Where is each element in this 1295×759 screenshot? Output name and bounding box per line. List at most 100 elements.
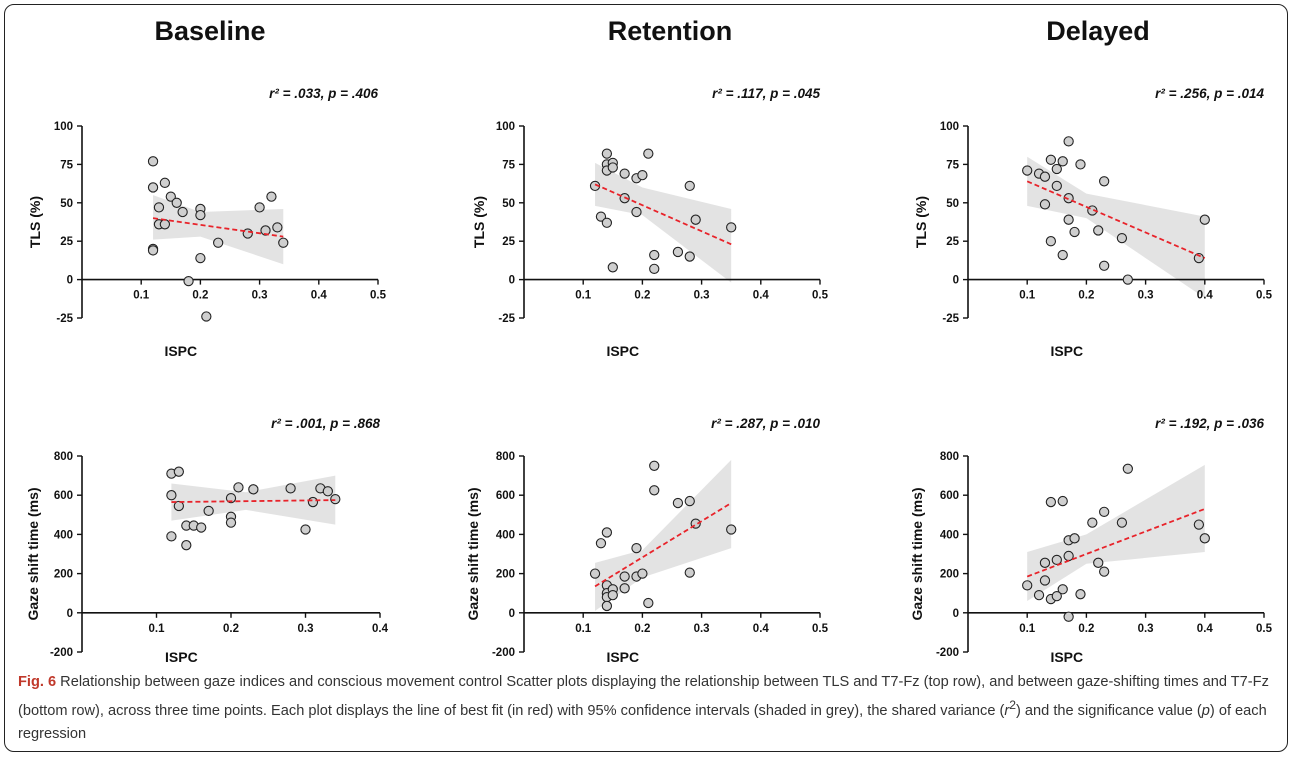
x-axis-label: ISPC — [606, 343, 639, 359]
data-point — [684, 180, 695, 192]
x-axis-label: ISPC — [164, 343, 197, 359]
x-tick-label: 0.5 — [370, 290, 387, 302]
y-tick-label: 200 — [496, 569, 515, 581]
data-point — [684, 567, 695, 578]
data-point — [166, 531, 177, 542]
data-point — [153, 202, 165, 213]
data-point — [195, 209, 206, 221]
y-tick-label: 0 — [67, 608, 73, 620]
ci-band — [1027, 156, 1205, 299]
y-tick-label: -200 — [492, 647, 515, 659]
y-tick-label: -200 — [50, 647, 73, 659]
y-tick-label: 75 — [60, 159, 73, 171]
data-point — [183, 275, 194, 287]
data-point — [1063, 136, 1074, 147]
data-point — [607, 262, 618, 273]
data-point — [181, 540, 192, 551]
data-point — [147, 156, 159, 167]
x-tick-label: 0.4 — [372, 623, 389, 635]
fit-line — [1026, 180, 1206, 259]
data-point — [225, 517, 237, 528]
data-point — [1039, 171, 1051, 182]
data-point — [260, 225, 271, 236]
x-tick-label: 0.1 — [575, 623, 592, 635]
data-point — [177, 206, 188, 218]
figure-label: Fig. 6 — [18, 674, 57, 690]
data-point — [159, 177, 171, 188]
data-point — [1057, 249, 1068, 261]
data-point — [589, 568, 601, 579]
data-point — [1051, 554, 1062, 566]
data-point — [147, 245, 159, 256]
data-point — [607, 590, 618, 601]
x-tick-label: 0.1 — [133, 290, 150, 302]
data-point — [601, 148, 613, 159]
data-point — [1093, 557, 1104, 568]
y-tick-label: 200 — [940, 569, 959, 581]
x-tick-label: 0.2 — [192, 290, 208, 302]
data-point — [1099, 176, 1110, 187]
x-tick-label: 0.5 — [1256, 290, 1273, 302]
data-point — [601, 527, 613, 538]
stat-label: r² = .287, p = .010 — [711, 416, 820, 431]
data-point — [672, 246, 684, 258]
data-point — [619, 168, 630, 179]
caption-r-symbol: r — [1004, 702, 1010, 719]
stat-label: r² = .256, p = .014 — [1155, 86, 1264, 101]
x-tick-label: 0.5 — [812, 623, 829, 635]
fit-line — [594, 502, 732, 588]
data-point — [1039, 575, 1051, 586]
fit-line — [594, 183, 732, 246]
scatter-panel-2: -25 0 25 50 75 100 0.1 0.2 0.3 0.4 0.5 r² = .117, p… — [471, 86, 829, 359]
scatter-panel-1: -25 0 25 50 75 100 0.1 0.2 0.3 0.4 0.5 r² = .033, p… — [27, 86, 387, 359]
data-point — [1022, 165, 1033, 176]
data-point — [726, 222, 737, 233]
data-point — [1057, 156, 1068, 167]
data-point — [307, 496, 319, 508]
stat-label: r² = .033, p = .406 — [269, 86, 378, 101]
data-point — [233, 482, 244, 493]
x-tick-label: 0.1 — [1019, 290, 1036, 302]
y-tick-label: 0 — [67, 275, 73, 287]
y-tick-label: 0 — [953, 275, 959, 287]
x-tick-label: 0.3 — [694, 290, 710, 302]
data-point — [195, 252, 206, 264]
data-point — [649, 263, 660, 274]
x-tick-label: 0.2 — [634, 290, 650, 302]
data-point — [1033, 590, 1045, 601]
y-axis-label: TLS (%) — [27, 196, 43, 248]
x-tick-label: 0.1 — [575, 290, 592, 302]
data-point — [1075, 589, 1086, 600]
data-point — [1087, 517, 1098, 528]
data-point — [147, 182, 159, 193]
scatter-panel-5: -200 0 200 400 600 800 0.1 0.2 0.3 0.4 0.5 r² = .28… — [465, 416, 829, 665]
data-point — [684, 251, 695, 262]
data-point — [637, 170, 648, 181]
fit-line — [152, 217, 284, 238]
x-axis-label: ISPC — [1050, 343, 1083, 359]
caption-text-1: Relationship between gaze indices and co… — [18, 674, 1269, 719]
data-point — [1045, 496, 1057, 508]
fit-line — [171, 499, 336, 503]
y-tick-label: 800 — [940, 451, 959, 463]
data-point — [1045, 236, 1057, 247]
x-tick-label: 0.5 — [812, 290, 829, 302]
y-tick-label: 400 — [54, 529, 73, 541]
data-point — [285, 483, 296, 494]
data-point — [203, 505, 214, 517]
data-point — [213, 237, 224, 248]
x-axis-label: ISPC — [606, 649, 639, 665]
data-point — [266, 191, 277, 202]
data-point — [1063, 611, 1074, 622]
ci-band — [595, 162, 732, 283]
y-tick-label: 200 — [54, 569, 73, 581]
data-point — [619, 571, 630, 582]
data-point — [173, 466, 184, 477]
data-point — [1099, 260, 1110, 271]
y-tick-label: -200 — [936, 647, 959, 659]
y-tick-label: 25 — [946, 236, 959, 248]
data-point — [643, 597, 654, 609]
data-point — [248, 484, 259, 495]
data-point — [595, 538, 607, 549]
y-tick-label: 0 — [509, 608, 515, 620]
